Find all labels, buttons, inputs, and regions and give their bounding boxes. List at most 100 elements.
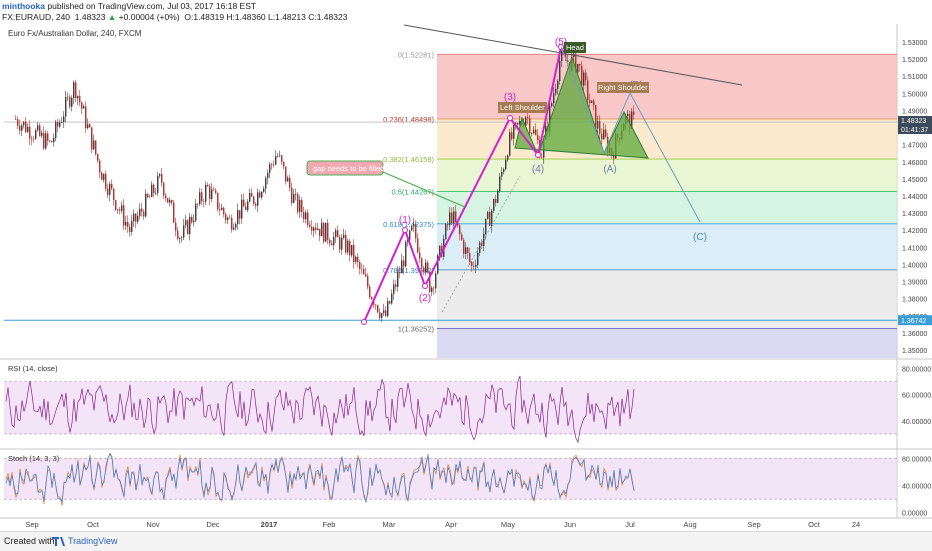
candle-body	[157, 175, 159, 194]
candle-body	[27, 126, 29, 132]
candle-body	[445, 224, 447, 239]
candle-body	[47, 133, 49, 141]
candle-body	[221, 207, 223, 211]
tradingview-logo-icon	[52, 537, 65, 546]
countdown-label: 01:41:37	[901, 127, 928, 134]
candle-body	[535, 129, 537, 135]
candle-body	[101, 172, 103, 180]
candle-body	[259, 192, 261, 198]
candle-body	[435, 273, 437, 289]
candle-body	[397, 272, 399, 287]
candle-body	[485, 218, 487, 235]
chart-title: Euro Fx/Australian Dollar, 240, FXCM	[8, 29, 142, 38]
candle-body	[217, 192, 219, 210]
candle-body	[589, 100, 591, 103]
candle-body	[357, 256, 359, 263]
candle-body	[29, 126, 31, 139]
candle-body	[173, 202, 175, 223]
candle-body	[123, 205, 125, 226]
candle-body	[167, 198, 169, 203]
elliott-corrective-line	[560, 46, 701, 223]
candle-body	[127, 221, 129, 227]
elliott-wave-label: (A)	[603, 164, 616, 175]
author-name[interactable]: minthooka	[2, 1, 45, 11]
candle-body	[575, 53, 577, 73]
candle-body	[243, 199, 245, 207]
candle-body	[551, 103, 553, 107]
publication-header: minthooka published on TradingView.com, …	[0, 0, 932, 24]
candle-body	[511, 132, 513, 139]
candle-body	[341, 237, 343, 250]
stoch-tick-label: 0.00000	[902, 511, 927, 518]
rsi-line	[5, 375, 635, 444]
time-tick-label: 24	[852, 520, 860, 529]
candle-body	[395, 284, 397, 287]
candle-body	[563, 50, 565, 54]
candle-body	[21, 125, 23, 131]
candle-body	[465, 247, 467, 254]
candle-body	[201, 192, 203, 202]
candle-body	[409, 230, 411, 240]
candle-body	[311, 226, 313, 231]
stoch-tick-label: 80.00000	[902, 457, 931, 464]
fib-band	[437, 328, 897, 358]
price-tick-label: 1.47000	[902, 143, 927, 150]
fib-level-label: 0.5(1.44267)	[391, 187, 434, 196]
candle-body	[317, 228, 319, 230]
elliott-wave-label: (2)	[419, 293, 431, 304]
tradingview-brand-link[interactable]: TradingView	[68, 536, 118, 546]
time-tick-label: Mar	[383, 520, 396, 529]
candle-body	[553, 93, 555, 104]
candle-body	[295, 194, 297, 195]
candle-body	[73, 82, 75, 98]
current-price-label: 1.48323	[901, 118, 926, 125]
candle-body	[541, 157, 543, 158]
candle-body	[507, 155, 509, 160]
fib-band	[437, 159, 897, 192]
candle-body	[117, 209, 119, 211]
candle-body	[595, 105, 597, 129]
candle-body	[61, 122, 63, 123]
price-change: +0.00004 (+0%)	[118, 12, 180, 22]
candle-body	[561, 50, 563, 61]
candle-body	[255, 203, 257, 206]
candle-body	[461, 234, 463, 240]
candle-body	[529, 117, 531, 134]
candle-body	[35, 130, 37, 139]
candle-body	[497, 191, 499, 203]
candle-body	[565, 53, 567, 61]
candle-body	[81, 102, 83, 109]
candle-body	[405, 241, 407, 267]
candle-body	[175, 222, 177, 231]
price-tick-label: 1.39000	[902, 280, 927, 287]
candle-body	[133, 213, 135, 222]
candle-body	[585, 72, 587, 81]
symbol-line: FX:EURAUD, 240	[2, 12, 71, 22]
candle-body	[205, 184, 207, 202]
symbol-quote: FX:EURAUD, 240 1.48323 ▲ +0.00004 (+0%) …	[2, 12, 347, 22]
candle-body	[135, 213, 137, 222]
candle-body	[387, 301, 389, 316]
candle-body	[153, 184, 155, 194]
fib-level-label: 0.618(1.42375)	[383, 220, 434, 229]
candle-body	[293, 194, 295, 203]
candle-body	[115, 200, 117, 210]
candle-body	[315, 227, 317, 230]
publish-text: published on TradingView.com, Jul 03, 20…	[47, 1, 257, 11]
time-tick-label: Feb	[323, 520, 336, 529]
candle-body	[509, 132, 511, 156]
time-tick-label: Jul	[625, 520, 635, 529]
candle-body	[433, 287, 435, 289]
time-tick-label: Dec	[206, 520, 220, 529]
candle-body	[71, 97, 73, 107]
candle-body	[137, 216, 139, 222]
candle-body	[363, 269, 365, 275]
candle-body	[213, 189, 215, 191]
chart-canvas[interactable]: 0(1.52281) 0.236(1.48498) 0.382(1.46158) 0.…	[0, 0, 932, 531]
candle-body	[149, 196, 151, 198]
candle-body	[333, 236, 335, 246]
candle-body	[87, 124, 89, 129]
candle-body	[225, 213, 227, 221]
candle-body	[471, 262, 473, 267]
candle-body	[165, 195, 167, 199]
